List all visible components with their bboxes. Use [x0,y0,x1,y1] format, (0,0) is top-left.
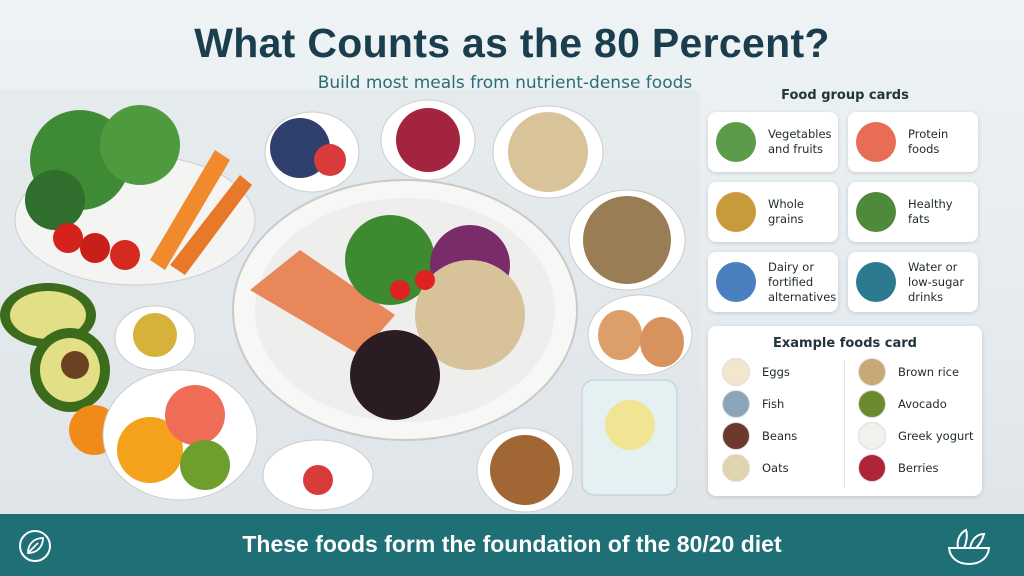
example-food: Berries [858,454,938,482]
food-icon [858,422,886,450]
title: What Counts as the 80 Percent? [194,20,830,66]
card-label: Water or low-sugar drinks [908,259,965,304]
footer-text: These foods form the foundation of the 8… [242,531,782,557]
card-icon [856,192,896,232]
example-foods-card: Example foods card Eggs Brown rice Fish Avo… [708,326,982,496]
food-group-card: Whole grains [708,182,838,242]
card-label: Dairy or fortified alternatives [768,259,837,304]
card-icon [716,122,756,162]
example-food: Oats [722,454,789,482]
section-title: Example foods card [773,336,917,351]
subtitle: Build most meals from nutrient-dense foo… [317,73,693,93]
food-group-card: Water or low-sugar drinks [848,252,978,312]
food-group-card: Healthy fats [848,182,978,242]
card-label: Protein foods [908,127,949,156]
card-label: Vegetables and fruits [768,127,832,156]
food-label: Avocado [898,397,947,411]
food-icon [858,390,886,418]
food-label: Brown rice [898,365,960,379]
food-label: Fish [762,397,785,411]
example-food: Avocado [858,390,947,418]
food-label: Beans [762,429,798,443]
card-icon [856,122,896,162]
example-food: Eggs [722,358,790,386]
food-group-card: Protein foods [848,112,978,172]
food-group-card: Vegetables and fruits [708,112,838,172]
food-icon [722,454,750,482]
food-icon [858,454,886,482]
card-label: Whole grains [768,197,804,226]
food-label: Berries [898,461,939,475]
footer-banner [0,514,1024,576]
section-title: Food group cards [781,88,909,103]
food-illustration [0,90,700,514]
card-icon [716,262,756,302]
example-food: Beans [722,422,797,450]
food-icon [722,358,750,386]
food-label: Eggs [762,365,790,379]
card-icon [856,262,896,302]
food-icon [722,390,750,418]
example-food: Greek yogurt [858,422,974,450]
food-icon [858,358,886,386]
salad-icon [947,528,991,566]
food-label: Greek yogurt [898,429,974,443]
food-group-card: Dairy or fortified alternatives [708,252,838,312]
card-icon [716,192,756,232]
food-icon [722,422,750,450]
leaf-icon [19,530,51,562]
food-label: Oats [762,461,789,475]
card-label: Healthy fats [908,197,953,226]
example-food: Brown rice [858,358,959,386]
example-food: Fish [722,390,784,418]
